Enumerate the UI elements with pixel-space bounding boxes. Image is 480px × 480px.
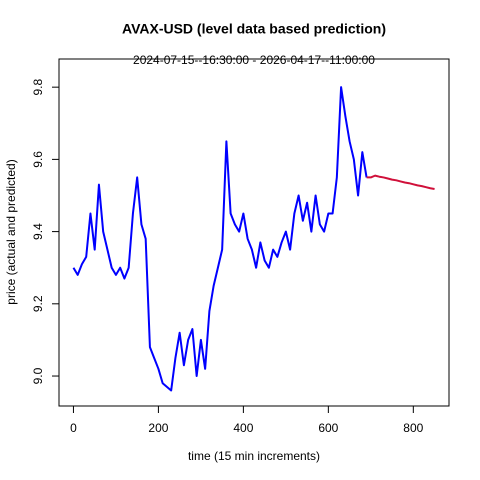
x-tick-label: 0	[70, 421, 77, 435]
chart-title: AVAX-USD (level data based prediction)	[122, 21, 386, 37]
y-tick-label: 9.4	[31, 223, 45, 240]
y-tick-label: 9.6	[31, 151, 45, 168]
x-axis-label: time (15 min increments)	[188, 449, 320, 463]
x-tick-label: 800	[403, 421, 423, 435]
x-tick-label: 400	[233, 421, 253, 435]
x-tick-label: 200	[148, 421, 168, 435]
plot-frame	[58, 58, 450, 407]
y-axis-label: price (actual and predicted)	[4, 159, 18, 304]
data-line	[72, 86, 368, 392]
y-tick-label: 9.2	[31, 295, 45, 312]
y-tick-label: 9.8	[31, 79, 45, 96]
x-tick-label: 600	[318, 421, 338, 435]
data-line	[366, 174, 435, 190]
chart-subtitle: 2024-07-15--16:30:00 - 2026-04-17--11:00…	[133, 53, 375, 67]
y-tick-label: 9.0	[31, 367, 45, 384]
